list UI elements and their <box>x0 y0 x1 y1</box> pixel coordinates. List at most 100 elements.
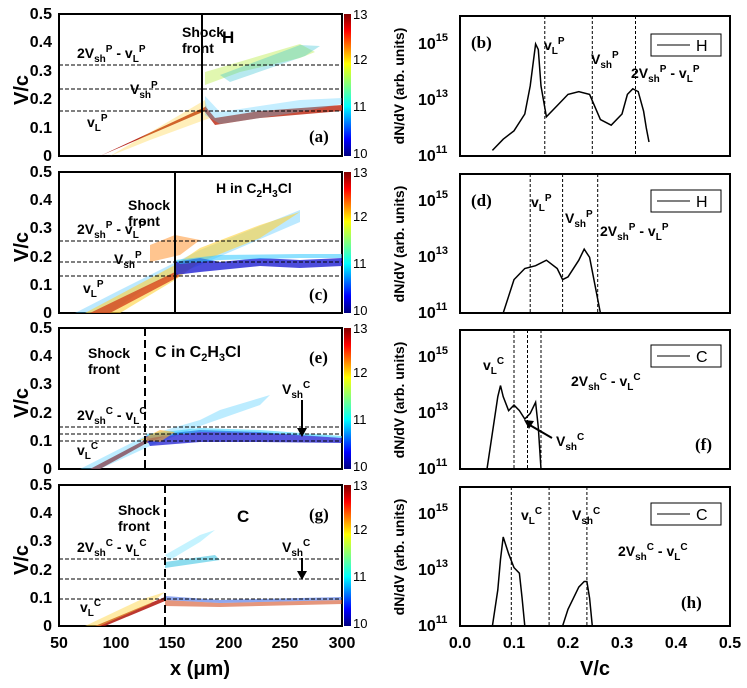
label-vL: vLC <box>521 506 542 527</box>
label-vsh: VshP <box>114 250 142 271</box>
colorbar <box>344 485 351 626</box>
x-tick: 200 <box>216 635 243 652</box>
y-axis-label: V/c <box>11 232 33 262</box>
plot-frame <box>58 327 343 470</box>
species-label: C <box>237 507 249 526</box>
y-tick: 0.3 <box>30 533 52 550</box>
y-tick: 0.4 <box>30 34 52 51</box>
colorbar-tick: 13 <box>353 165 367 180</box>
label-vL: vLC <box>77 441 98 462</box>
y-tick: 1011 <box>418 301 447 322</box>
x-axis-label: V/c <box>580 658 610 680</box>
label-2vsh-minus-vL: 2VshP - vLP <box>631 64 700 85</box>
y-axis-label: dN/dV (arb. units) <box>391 499 407 616</box>
species-label: H <box>222 28 234 47</box>
y-tick: 0.4 <box>30 192 52 209</box>
y-tick: 1013 <box>418 88 448 109</box>
y-tick: 0.2 <box>30 405 52 422</box>
legend-label: H <box>696 38 708 55</box>
y-tick: 0.5 <box>30 320 52 337</box>
panel-a: V/c 0 0.1 0.2 0.3 0.4 0.5 Shock front H … <box>11 6 367 165</box>
colorbar <box>344 172 351 313</box>
x-tick: 300 <box>329 635 356 652</box>
colorbar-tick: 12 <box>353 365 367 380</box>
label-2vsh-minus-vL: 2VshP - vLP <box>600 222 669 243</box>
plot-frame <box>58 13 343 157</box>
x-tick: 0.5 <box>719 635 741 652</box>
y-tick: 0.3 <box>30 220 52 237</box>
y-tick: 0.5 <box>30 164 52 181</box>
label-vsh: VshP <box>130 80 158 101</box>
colorbar-tick: 12 <box>353 522 367 537</box>
arrow-icon <box>527 423 553 439</box>
panel-label: (c) <box>309 285 328 304</box>
y-tick: 0.4 <box>30 505 52 522</box>
y-tick: 0.3 <box>30 376 52 393</box>
colorbar-tick: 13 <box>353 7 367 22</box>
colorbar-tick: 11 <box>353 256 367 271</box>
colorbar-tick: 11 <box>353 569 367 584</box>
arrowhead-icon <box>524 420 534 429</box>
y-tick: 0.2 <box>30 91 52 108</box>
x-tick: 0.1 <box>503 635 525 652</box>
panel-b: dN/dV (arb. units) 1011 1013 1015 (b) vL… <box>391 15 731 165</box>
label-vsh: VshC <box>556 432 584 453</box>
vlines <box>513 330 542 469</box>
label-2vsh-minus-vL: 2VshP - vLP <box>77 44 146 65</box>
y-tick: 0.5 <box>30 6 52 23</box>
y-tick: 0.2 <box>30 562 52 579</box>
label-2vsh-minus-vL: 2VshP - vLP <box>77 220 146 241</box>
y-axis-label: V/c <box>11 388 33 418</box>
y-tick: 1015 <box>418 345 448 366</box>
y-tick: 0 <box>43 305 52 322</box>
vlines <box>544 16 636 156</box>
y-tick: 0 <box>43 148 52 165</box>
colorbar <box>344 328 351 469</box>
y-tick: 0.3 <box>30 63 52 80</box>
label-vsh: VshC <box>282 380 310 401</box>
panel-label: (h) <box>681 593 702 612</box>
y-tick: 0.4 <box>30 348 52 365</box>
arrowhead-icon <box>297 571 307 580</box>
label-vL: vLP <box>531 193 552 214</box>
colorbar-tick: 11 <box>353 99 367 114</box>
label-2vsh-minus-vL: 2VshC - vLC <box>571 372 641 393</box>
plot-frame <box>58 171 343 314</box>
shock-front-label: Shock <box>88 345 130 361</box>
colorbar-tick: 10 <box>353 459 367 474</box>
panel-f: dN/dV (arb. units) 1011 1013 1015 (f) vL… <box>391 329 731 478</box>
panel-label: (b) <box>471 33 492 52</box>
legend-label: C <box>696 349 708 366</box>
x-tick: 0.3 <box>611 635 633 652</box>
y-tick: 1013 <box>418 245 448 266</box>
panel-label: (f) <box>695 435 712 454</box>
legend-label: C <box>696 507 708 524</box>
vlines <box>510 487 588 626</box>
y-tick: 1011 <box>418 144 447 165</box>
y-tick: 0.1 <box>30 120 52 137</box>
y-tick: 0.1 <box>30 277 52 294</box>
y-tick: 0.2 <box>30 249 52 266</box>
arrowhead-icon <box>297 428 307 437</box>
label-vsh: VshP <box>591 50 619 71</box>
spectrum-line <box>502 247 602 314</box>
x-axis-label: x (μm) <box>170 658 230 680</box>
y-axis-label: dN/dV (arb. units) <box>391 186 407 303</box>
shock-front-label: front <box>118 518 150 534</box>
x-tick: 250 <box>272 635 299 652</box>
panel-h: dN/dV (arb. units) 1011 1013 1015 0.0 0.… <box>391 486 741 680</box>
label-vL: vLP <box>87 113 108 134</box>
panel-label: (e) <box>309 348 328 367</box>
shock-front-label: Shock <box>118 502 160 518</box>
y-axis-label: V/c <box>11 545 33 575</box>
y-axis-label: V/c <box>11 75 33 105</box>
x-tick: 50 <box>50 635 68 652</box>
colorbar-tick: 13 <box>353 478 367 493</box>
shock-front-label: front <box>88 361 120 377</box>
label-vsh: VshC <box>572 506 600 527</box>
y-tick: 0 <box>43 461 52 478</box>
label-vL: vLC <box>483 356 504 377</box>
spectrum-line <box>486 385 542 470</box>
y-tick: 1015 <box>418 189 448 210</box>
shock-front-label: front <box>128 213 160 229</box>
